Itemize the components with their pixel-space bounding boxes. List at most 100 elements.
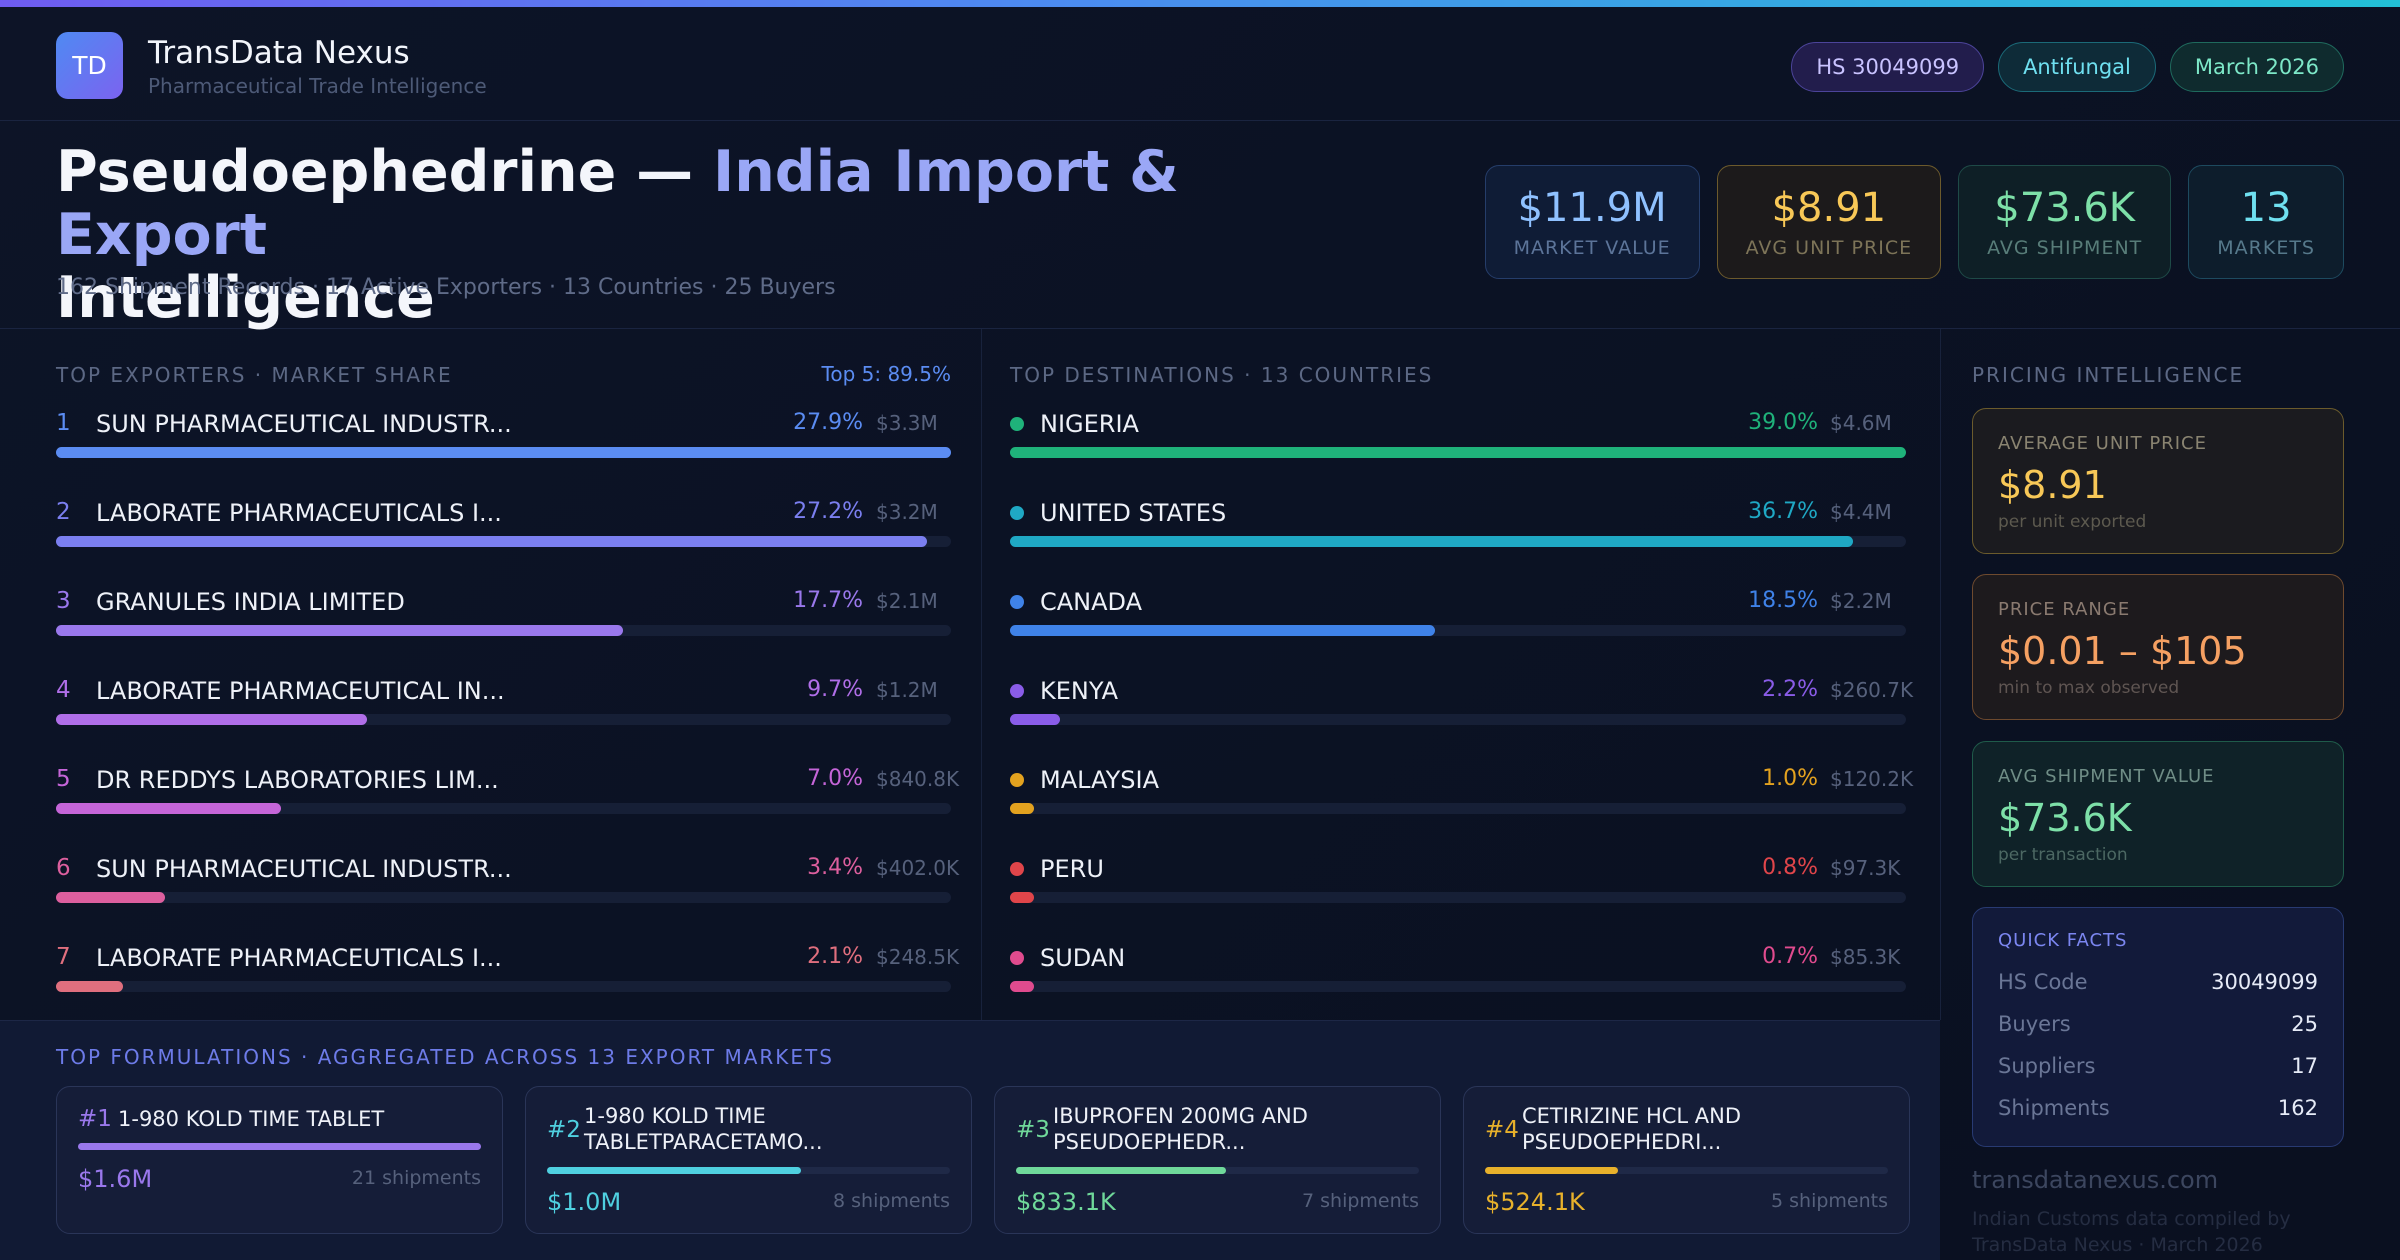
share-bar-track: [1010, 981, 1906, 992]
formulation-bar-fill: [78, 1143, 481, 1150]
formulation-bar-track: [78, 1143, 481, 1150]
destination-row[interactable]: KENYA 2.2% $260.7K: [1010, 677, 1913, 727]
destination-row[interactable]: PERU 0.8% $97.3K: [1010, 855, 1906, 905]
exporter-row[interactable]: 7 LABORATE PHARMACEUTICALS I... 2.1% $248.5…: [56, 944, 959, 994]
avg-unit-price-card: AVERAGE UNIT PRICE $8.91 per unit export…: [1972, 408, 2344, 554]
stat-label: MARKETS: [2217, 237, 2315, 259]
exporter-share: 27.2%: [793, 499, 863, 524]
exporter-row[interactable]: 5 DR REDDYS LABORATORIES LIM... 7.0% $840.8…: [56, 766, 959, 816]
share-bar-fill: [1010, 536, 1854, 547]
destination-share: 0.7%: [1762, 944, 1818, 969]
stat-avg-shipment: $73.6K AVG SHIPMENT: [1958, 165, 2172, 279]
formulation-name-line: IBUPROFEN 200MG AND: [1053, 1104, 1308, 1128]
destination-value: $97.3K: [1830, 856, 1901, 880]
formulation-name-line: TABLETPARACETAMO...: [584, 1130, 823, 1154]
destination-share: 36.7%: [1748, 499, 1818, 524]
fact-key: Suppliers: [1998, 1054, 2096, 1078]
destination-row[interactable]: NIGERIA 39.0% $4.6M: [1010, 410, 1906, 460]
exporter-rank: 3: [56, 588, 71, 614]
title-tail: Intelligence: [56, 265, 435, 331]
exporter-share: 9.7%: [807, 677, 863, 702]
exporter-value: $248.5K: [876, 945, 960, 969]
quick-facts-card: QUICK FACTS HS Code 30049099 Buyers 25 S…: [1972, 907, 2344, 1147]
destination-value: $85.3K: [1830, 945, 1901, 969]
exporter-rank: 1: [56, 410, 71, 436]
brand-name[interactable]: TransData Nexus: [148, 35, 410, 71]
share-bar-fill: [56, 625, 624, 636]
country-dot-icon: [1010, 862, 1024, 876]
exporter-row[interactable]: 3 GRANULES INDIA LIMITED 17.7% $2.1M: [56, 588, 951, 638]
share-bar-track: [1010, 536, 1906, 547]
destination-name: CANADA: [1040, 588, 1143, 616]
country-dot-icon: [1010, 951, 1024, 965]
destination-row[interactable]: SUDAN 0.7% $85.3K: [1010, 944, 1906, 994]
footer-site-link[interactable]: transdatanexus.com: [1972, 1166, 2219, 1194]
exporter-share: 2.1%: [807, 944, 863, 969]
destinations-title: TOP DESTINATIONS · 13 COUNTRIES: [1010, 363, 1434, 387]
exporter-row[interactable]: 6 SUN PHARMACEUTICAL INDUSTR... 3.4% $402.0…: [56, 855, 959, 905]
exporter-row[interactable]: 2 LABORATE PHARMACEUTICALS I... 27.2% $3.2M: [56, 499, 951, 549]
avg-shipment-card: AVG SHIPMENT VALUE $73.6K per transactio…: [1972, 741, 2344, 887]
destination-row[interactable]: UNITED STATES 36.7% $4.4M: [1010, 499, 1906, 549]
formulation-name-line: PSEUDOEPHEDR...: [1053, 1130, 1246, 1154]
share-bar-fill: [56, 714, 368, 725]
formulation-rank: #4: [1485, 1117, 1519, 1143]
fact-row: Buyers 25: [1998, 1012, 2318, 1044]
formulations-title: TOP FORMULATIONS · AGGREGATED ACROSS 13 …: [56, 1045, 834, 1069]
share-bar-fill: [1010, 981, 1035, 992]
exporter-rank: 5: [56, 766, 71, 792]
formulation-bar-track: [547, 1167, 950, 1174]
date-pill[interactable]: March 2026: [2169, 42, 2344, 92]
formulation-shipments: 7 shipments: [1302, 1190, 1419, 1212]
category-pill[interactable]: Antifungal: [1998, 42, 2156, 92]
country-dot-icon: [1010, 417, 1024, 431]
card-label: QUICK FACTS: [1998, 930, 2128, 951]
brand-logo[interactable]: TD: [56, 32, 123, 99]
stat-value: $8.91: [1771, 185, 1887, 231]
fact-row: Shipments 162: [1998, 1096, 2318, 1128]
title-area: Pseudoephedrine — India Import & Export …: [0, 121, 2400, 330]
destination-name: SUDAN: [1040, 944, 1126, 972]
page-title: Pseudoephedrine — India Import & Export …: [56, 141, 1356, 330]
share-bar-track: [1010, 892, 1906, 903]
card-label: AVERAGE UNIT PRICE: [1998, 433, 2207, 454]
card-label: AVG SHIPMENT VALUE: [1998, 766, 2215, 787]
exporter-row[interactable]: 4 LABORATE PHARMACEUTICAL IN... 9.7% $1.2M: [56, 677, 951, 727]
formulation-value: $833.1K: [1016, 1188, 1116, 1216]
country-dot-icon: [1010, 595, 1024, 609]
share-bar-fill: [1010, 714, 1061, 725]
formulation-value: $1.0M: [547, 1188, 622, 1216]
formulation-card[interactable]: #4 CETIRIZINE HCL AND PSEUDOEPHEDRI... $524…: [1463, 1086, 1910, 1234]
formulation-card[interactable]: #1 1-980 KOLD TIME TABLET $1.6M 21 shipment…: [56, 1086, 503, 1234]
card-note: min to max observed: [1998, 678, 2180, 698]
formulation-name: CETIRIZINE HCL AND PSEUDOEPHEDRI...: [1522, 1103, 1741, 1155]
fact-value: 162: [2277, 1096, 2318, 1120]
formulation-card[interactable]: #3 IBUPROFEN 200MG AND PSEUDOEPHEDR... $833…: [994, 1086, 1441, 1234]
share-bar-fill: [56, 536, 927, 547]
share-bar-track: [56, 625, 951, 636]
destination-row[interactable]: CANADA 18.5% $2.2M: [1010, 588, 1906, 638]
exporter-name: SUN PHARMACEUTICAL INDUSTR...: [96, 410, 512, 438]
exporter-row[interactable]: 1 SUN PHARMACEUTICAL INDUSTR... 27.9% $3.3M: [56, 410, 951, 460]
exporter-value: $1.2M: [876, 678, 938, 702]
stat-cards: $11.9M MARKET VALUE $8.91 AVG UNIT PRICE…: [1484, 165, 2344, 279]
price-range-card: PRICE RANGE $0.01 – $105 min to max obse…: [1972, 574, 2344, 720]
share-bar-fill: [56, 447, 951, 458]
hs-code-pill[interactable]: HS 30049099: [1791, 42, 1985, 92]
destination-value: $4.4M: [1830, 500, 1892, 524]
exporter-name: LABORATE PHARMACEUTICAL IN...: [96, 677, 505, 705]
fact-key: Buyers: [1998, 1012, 2071, 1036]
card-value: $0.01 – $105: [1998, 629, 2247, 673]
fact-key: HS Code: [1998, 970, 2088, 994]
country-dot-icon: [1010, 506, 1024, 520]
panel-divider: [981, 329, 982, 1020]
exporter-value: $3.2M: [876, 500, 938, 524]
destination-share: 18.5%: [1748, 588, 1818, 613]
share-bar-track: [56, 892, 951, 903]
logo-text: TD: [72, 51, 107, 80]
stat-market-value: $11.9M MARKET VALUE: [1484, 165, 1700, 279]
exporter-rank: 2: [56, 499, 71, 525]
formulation-name-line: PSEUDOEPHEDRI...: [1522, 1130, 1722, 1154]
formulation-card[interactable]: #2 1-980 KOLD TIME TABLETPARACETAMO... $1.0…: [525, 1086, 972, 1234]
destination-row[interactable]: MALAYSIA 1.0% $120.2K: [1010, 766, 1913, 816]
